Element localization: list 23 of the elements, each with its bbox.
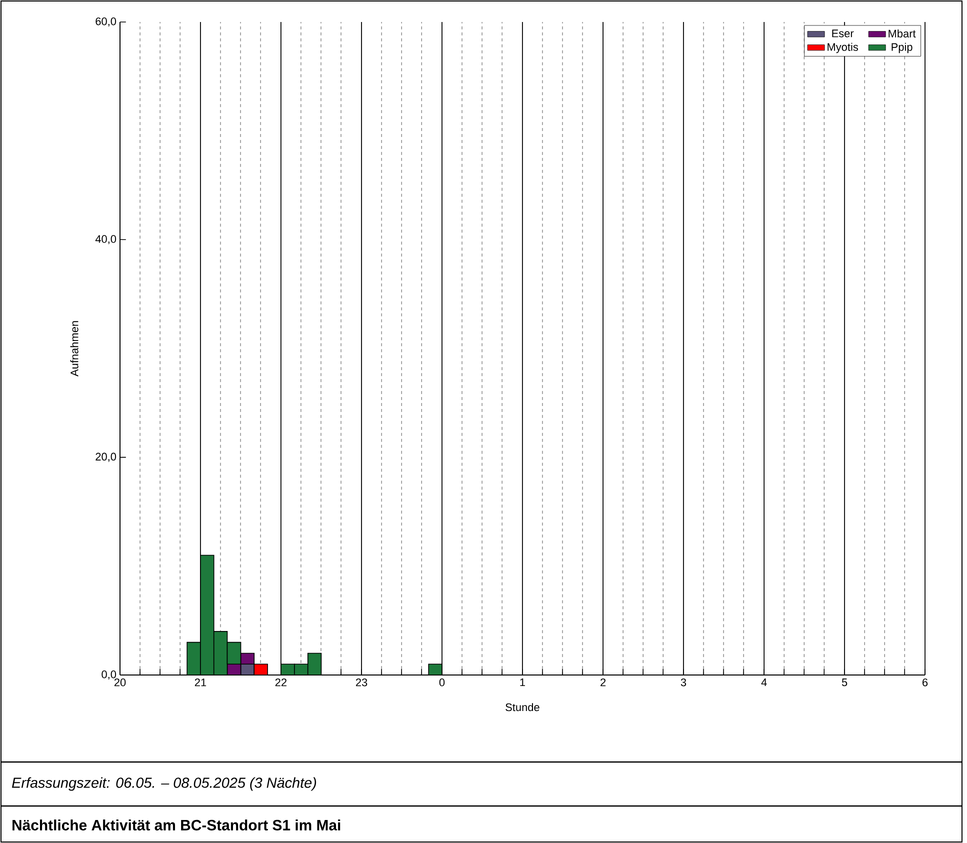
- x-tick-label: 2: [600, 678, 606, 686]
- x-tick-label: 1: [520, 678, 525, 686]
- y-axis-title: Aufnahmen: [70, 321, 78, 376]
- x-tick-label: 6: [922, 678, 928, 686]
- x-tick-label: 22: [275, 678, 286, 686]
- y-tick-label: 40,0: [95, 235, 116, 244]
- text: Nächtliche Aktivität am BC-Standort S1 im Mai: [12, 819, 340, 830]
- x-tick-label: 23: [356, 678, 368, 686]
- text: Erfassungszeit: 06.05. – 08.05.2025 (3 Nächte): [12, 777, 316, 791]
- legend-label: Ppip: [892, 42, 912, 54]
- x-tick-label: 0: [439, 678, 445, 686]
- legend-label: Myotis: [828, 42, 858, 54]
- x-tick-label: 4: [761, 678, 767, 686]
- x-tick-label: 20: [114, 678, 126, 686]
- legend-label: Eser: [832, 30, 854, 38]
- x-axis-title: Stunde: [506, 703, 540, 712]
- x-tick-label: 21: [194, 678, 206, 686]
- y-tick-label: 60,0: [96, 17, 116, 27]
- x-tick-label: 5: [842, 678, 848, 686]
- y-tick-label: 20,0: [96, 452, 116, 462]
- legend-label: Mbart: [888, 29, 916, 38]
- x-tick-label: 3: [680, 678, 686, 686]
- y-tick-label: 0,0: [102, 670, 116, 680]
